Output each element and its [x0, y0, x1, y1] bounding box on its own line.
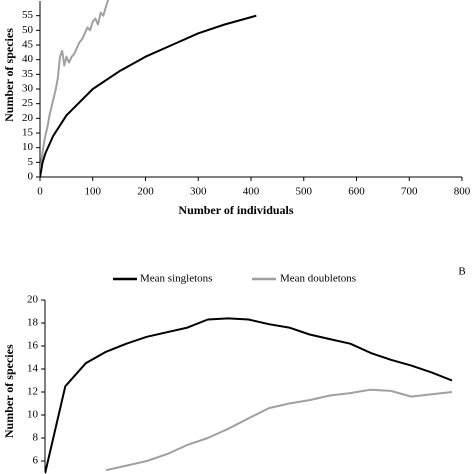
y-tick-label: 6 [33, 455, 39, 467]
y-tick-label: 50 [22, 24, 34, 36]
y-axis-label: Number of species [2, 344, 16, 438]
y-axis-label: Number of species [2, 28, 16, 122]
y-tick-label: 16 [27, 340, 39, 352]
y-tick-label: 40 [22, 53, 34, 65]
y-tick-label: 8 [33, 432, 39, 444]
x-tick-label: 700 [401, 186, 418, 198]
legend-label: Mean doubletons [280, 273, 356, 285]
y-tick-label: 5 [28, 156, 34, 168]
y-tick-label: 15 [22, 127, 34, 139]
y-tick-label: 35 [22, 68, 34, 80]
series-line [40, 0, 110, 178]
y-tick-label: 55 [22, 9, 34, 21]
y-tick-label: 10 [27, 409, 39, 421]
x-tick-label: 800 [454, 186, 471, 198]
x-tick-label: 400 [243, 186, 260, 198]
y-tick-label: 25 [22, 97, 34, 109]
y-tick-label: 20 [27, 294, 39, 306]
panel-label: B [458, 266, 465, 278]
y-tick-label: 12 [27, 386, 38, 398]
x-tick-label: 0 [37, 186, 43, 198]
y-tick-label: 20 [22, 112, 34, 124]
series-line [40, 14, 257, 178]
series-line [45, 317, 453, 474]
series-line [105, 388, 453, 472]
y-tick-label: 0 [28, 171, 34, 183]
x-tick-label: 200 [137, 186, 154, 198]
y-tick-label: 30 [22, 83, 34, 95]
y-tick-label: 18 [27, 317, 39, 329]
x-tick-label: 600 [348, 186, 365, 198]
y-tick-label: 45 [22, 39, 34, 51]
legend-label: Mean singletons [140, 273, 212, 285]
x-tick-label: 500 [296, 186, 313, 198]
x-tick-label: 300 [190, 186, 207, 198]
x-axis-label: Number of individuals [178, 203, 293, 217]
x-tick-label: 100 [85, 186, 102, 198]
y-tick-label: 10 [22, 141, 34, 153]
y-tick-label: 14 [27, 363, 39, 375]
